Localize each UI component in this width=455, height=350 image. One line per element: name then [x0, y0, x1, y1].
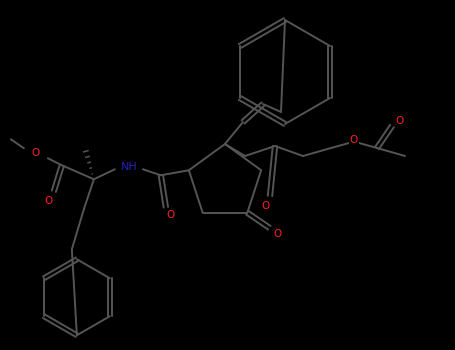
- Text: O: O: [396, 116, 404, 126]
- Text: O: O: [167, 210, 175, 220]
- Text: NH: NH: [121, 162, 137, 172]
- Text: O: O: [261, 201, 269, 211]
- Text: O: O: [350, 135, 358, 145]
- Text: O: O: [32, 148, 40, 158]
- Text: O: O: [273, 229, 282, 239]
- Text: O: O: [45, 196, 53, 206]
